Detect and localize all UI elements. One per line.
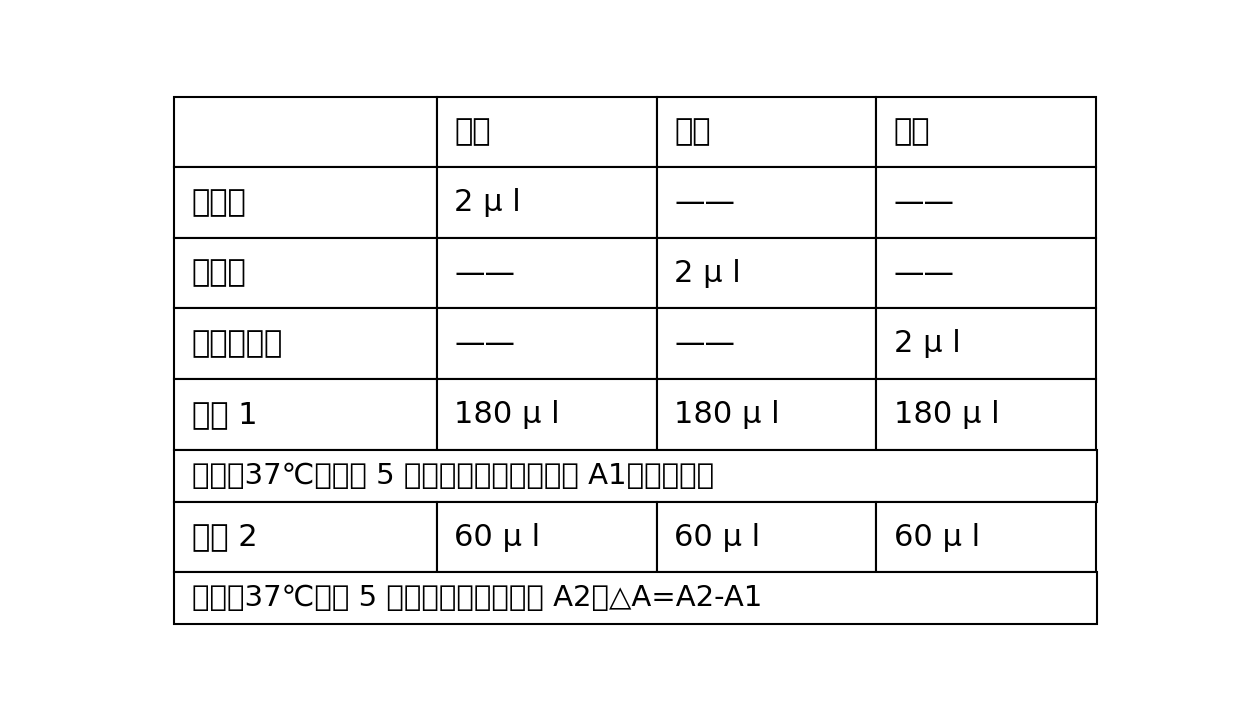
Text: 空白: 空白 <box>454 118 491 146</box>
Text: 蕎馏水: 蕎馏水 <box>191 188 247 217</box>
Text: 处理后样品: 处理后样品 <box>191 329 283 358</box>
Bar <box>877 379 1096 450</box>
Text: 180 μ l: 180 μ l <box>894 400 999 429</box>
Text: 混匀，37℃孵育 5 分钟后读取吸光度値 A2，△A=A2-A1: 混匀，37℃孵育 5 分钟后读取吸光度値 A2，△A=A2-A1 <box>191 584 761 613</box>
Bar <box>657 502 877 573</box>
Bar <box>174 450 1096 502</box>
Text: 2 μ l: 2 μ l <box>675 258 740 288</box>
Text: 180 μ l: 180 μ l <box>454 400 560 429</box>
Bar <box>877 167 1096 238</box>
Text: ——: —— <box>894 258 955 288</box>
Bar <box>438 96 657 167</box>
Text: 2 μ l: 2 μ l <box>454 188 521 217</box>
Text: ——: —— <box>675 188 735 217</box>
Text: ——: —— <box>894 188 955 217</box>
Text: 试剂 2: 试剂 2 <box>191 523 257 551</box>
Bar <box>657 379 877 450</box>
Bar <box>657 96 877 167</box>
Text: 60 μ l: 60 μ l <box>675 523 760 551</box>
Bar <box>877 308 1096 379</box>
Bar <box>174 167 438 238</box>
Bar <box>438 502 657 573</box>
Text: 2 μ l: 2 μ l <box>894 329 960 358</box>
Bar <box>174 96 438 167</box>
Text: ——: —— <box>454 329 516 358</box>
Bar <box>174 502 438 573</box>
Bar <box>174 379 438 450</box>
Text: 试剂 1: 试剂 1 <box>191 400 257 429</box>
Bar <box>174 573 1096 625</box>
Bar <box>657 308 877 379</box>
Bar <box>877 502 1096 573</box>
Text: ——: —— <box>454 258 516 288</box>
Text: 校准品: 校准品 <box>191 258 247 288</box>
Bar <box>174 308 438 379</box>
Bar <box>657 238 877 308</box>
Text: 混匀，37℃下孵育 5 分钟，读取各管吸光度 A1，然后加入: 混匀，37℃下孵育 5 分钟，读取各管吸光度 A1，然后加入 <box>191 462 714 490</box>
Bar <box>877 238 1096 308</box>
Bar <box>657 167 877 238</box>
Text: ——: —— <box>675 329 735 358</box>
Text: 60 μ l: 60 μ l <box>454 523 541 551</box>
Bar <box>174 238 438 308</box>
Bar <box>438 308 657 379</box>
Text: 样品: 样品 <box>894 118 930 146</box>
Bar <box>438 167 657 238</box>
Bar <box>438 238 657 308</box>
Text: 180 μ l: 180 μ l <box>675 400 780 429</box>
Bar <box>438 379 657 450</box>
Text: 校准: 校准 <box>675 118 711 146</box>
Text: 60 μ l: 60 μ l <box>894 523 980 551</box>
Bar <box>877 96 1096 167</box>
